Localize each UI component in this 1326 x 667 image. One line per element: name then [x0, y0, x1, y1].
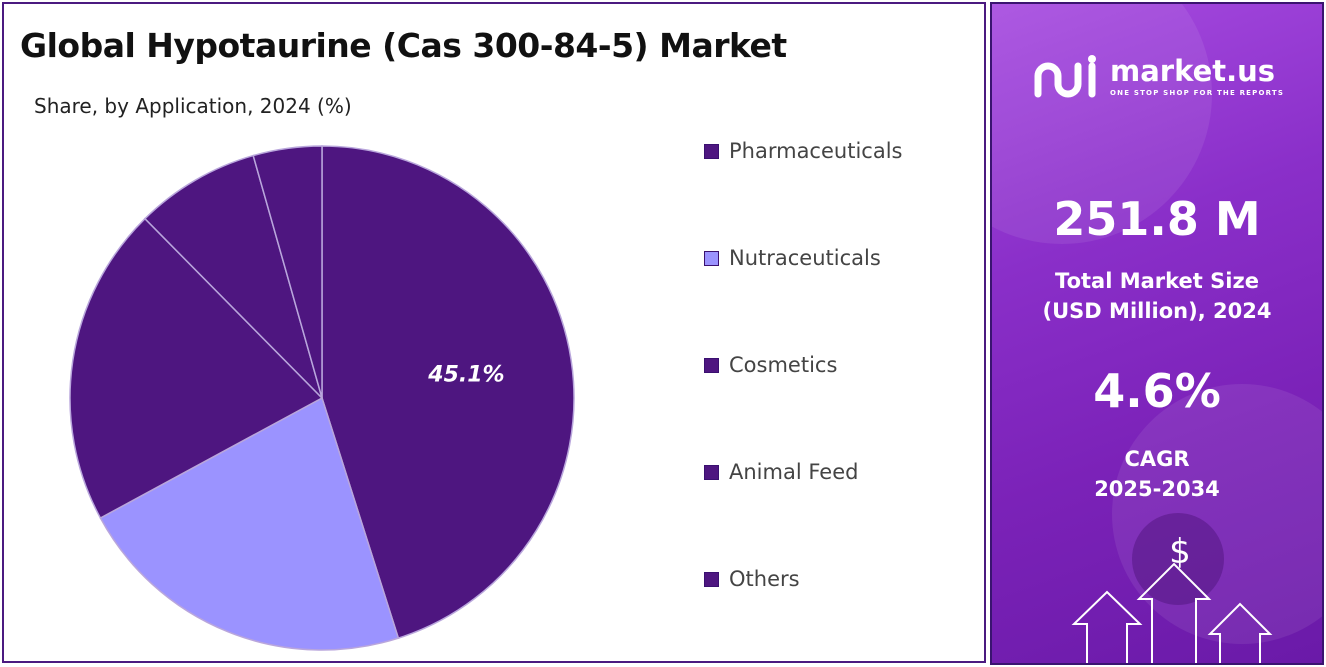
- background-glow: [1112, 384, 1322, 644]
- chart-title: Global Hypotaurine (Cas 300-84-5) Market: [20, 26, 787, 65]
- legend-swatch: [704, 571, 719, 587]
- legend-swatch: [704, 143, 719, 159]
- growth-arrows-icon: [1071, 513, 1273, 663]
- legend-item-others: Others: [704, 564, 800, 594]
- brand-tagline: ONE STOP SHOP FOR THE REPORTS: [1110, 89, 1285, 97]
- pie-slice-nutraceuticals: [99, 396, 400, 651]
- pie-slice-pharmaceuticals: [321, 145, 575, 640]
- legend-item-cosmetics: Cosmetics: [704, 350, 837, 380]
- pie-slice-animal-feed: [143, 154, 323, 399]
- cagr-years: 2025-2034: [1094, 477, 1220, 501]
- market-us-logo-icon: [1034, 55, 1096, 98]
- cagr-label: CAGR: [1124, 447, 1190, 471]
- legend-item-nutraceuticals: Nutraceuticals: [704, 243, 881, 273]
- brand-name: market.us: [1110, 54, 1276, 88]
- brand-logo: market.us ONE STOP SHOP FOR THE REPORTS: [1032, 54, 1284, 100]
- legend-label: Cosmetics: [729, 353, 838, 377]
- dollar-icon: $: [1169, 532, 1191, 572]
- cagr-value: 4.6%: [1093, 364, 1221, 418]
- legend-label: Animal Feed: [729, 460, 859, 484]
- market-size-label: Total Market Size: [1055, 269, 1259, 293]
- legend-label: Others: [729, 567, 800, 591]
- market-size-value: 251.8 M: [1053, 192, 1261, 246]
- pie-chart: 45.1%: [69, 145, 575, 651]
- legend-item-pharmaceuticals: Pharmaceuticals: [704, 136, 902, 166]
- legend-label: Nutraceuticals: [729, 246, 881, 270]
- pie-slice-cosmetics: [69, 217, 324, 520]
- market-summary-panel: $ market.us ONE STOP SHOP FOR THE REPORT…: [990, 2, 1324, 665]
- legend-swatch: [704, 357, 719, 373]
- chart-subtitle: Share, by Application, 2024 (%): [34, 94, 352, 118]
- pie-slice-others: [252, 145, 323, 399]
- legend-swatch: [704, 250, 719, 266]
- legend-label: Pharmaceuticals: [729, 139, 903, 163]
- data-label-pharmaceuticals: 45.1%: [427, 363, 504, 388]
- chart-panel: Global Hypotaurine (Cas 300-84-5) Market…: [2, 2, 986, 663]
- legend-item-animal-feed: Animal Feed: [704, 457, 858, 487]
- market-size-label: (USD Million), 2024: [1042, 299, 1272, 323]
- legend-swatch: [704, 464, 719, 480]
